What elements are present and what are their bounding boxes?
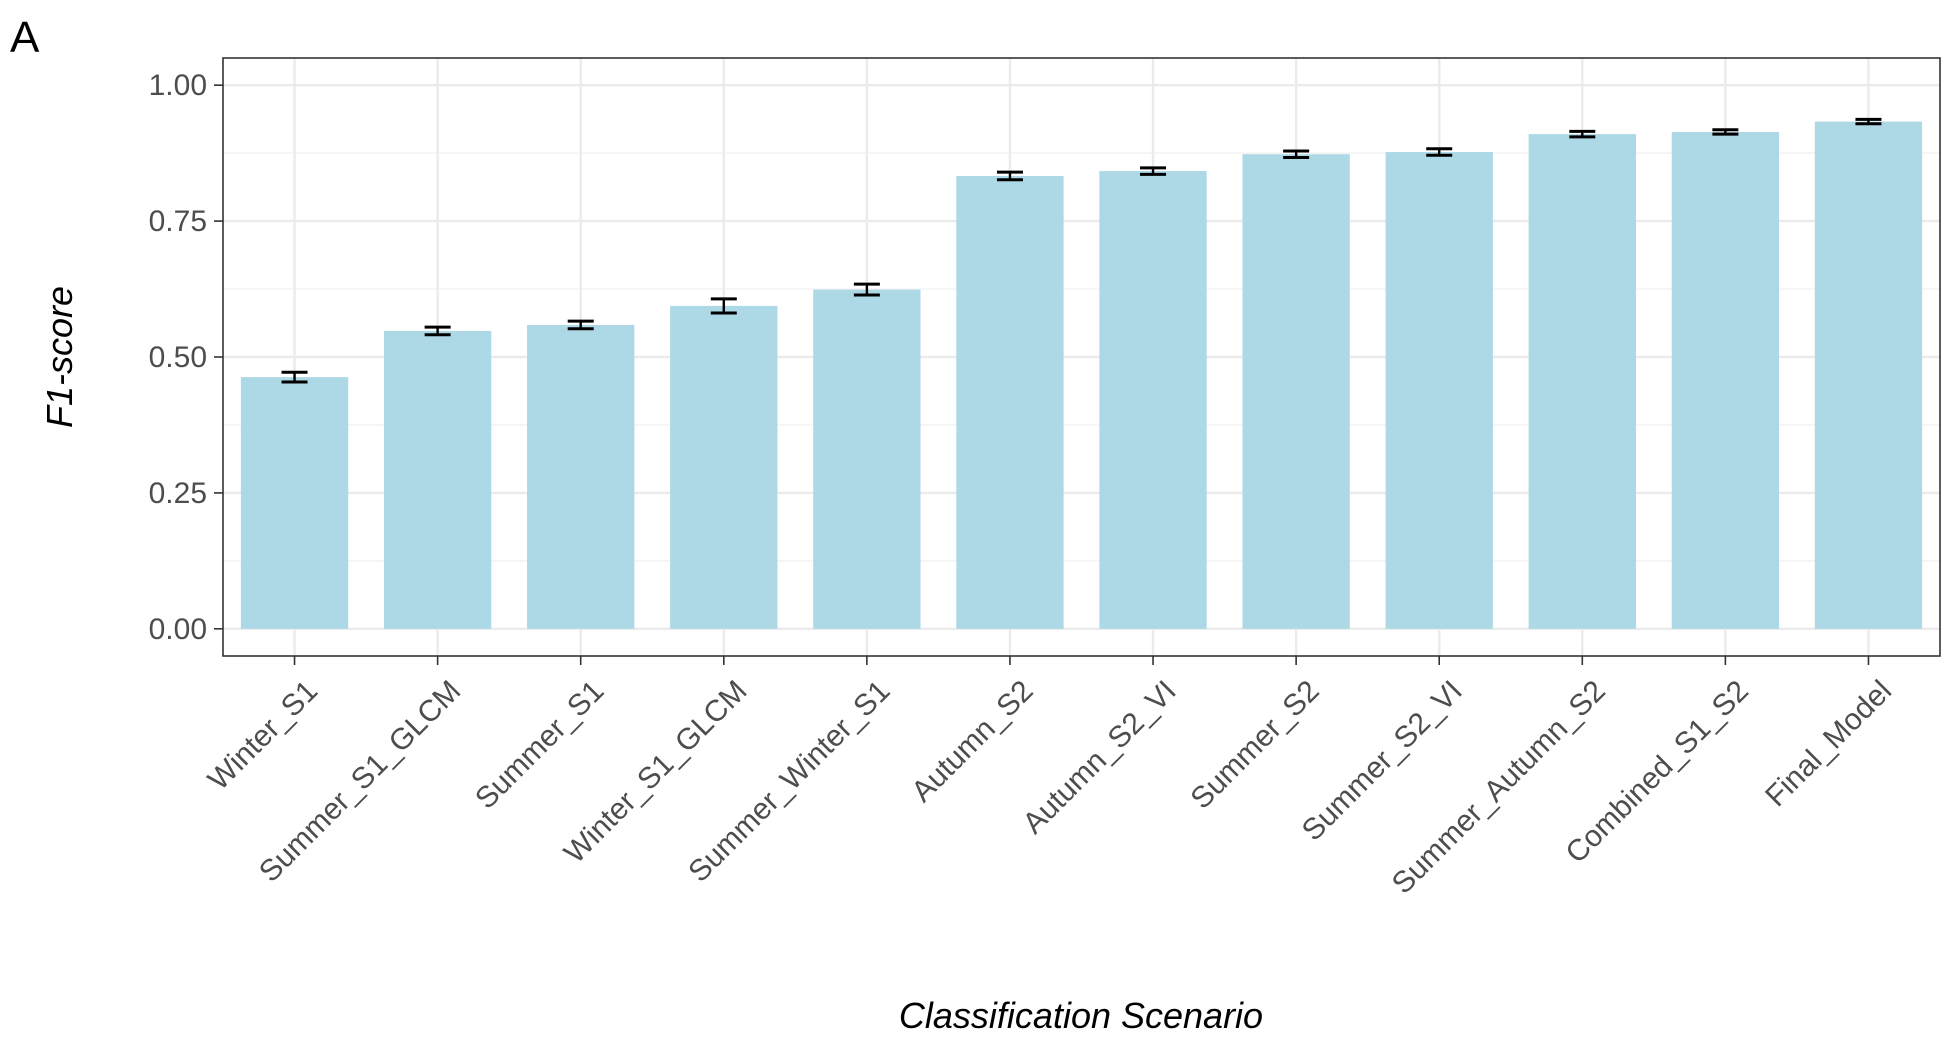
- bar-summer-s1-glcm: [383, 330, 492, 629]
- bars: [240, 121, 1923, 629]
- x-tick-label: Winter_S1: [202, 674, 324, 796]
- bar-autumn-s2: [956, 175, 1064, 629]
- error-bar: [1712, 128, 1739, 136]
- error-bar: [281, 370, 308, 384]
- y-tick-label: 0.00: [149, 613, 207, 646]
- panel-tag: A: [10, 13, 40, 62]
- bar-summer-s2: [1242, 154, 1350, 629]
- x-tick-label: Autumn_S2_VI: [1017, 674, 1183, 840]
- error-bar: [1283, 149, 1310, 159]
- x-tick-label: Summer_S2: [1185, 674, 1326, 815]
- y-tick-label: 0.75: [149, 205, 207, 238]
- error-bar: [567, 319, 594, 331]
- bar-autumn-s2-vi: [1099, 171, 1207, 629]
- y-tick-label: 1.00: [149, 69, 207, 102]
- error-bars: [281, 117, 1882, 384]
- bar-summer-s1: [527, 324, 635, 629]
- error-bar: [1855, 117, 1882, 126]
- bar-summer-s2-vi: [1385, 152, 1493, 629]
- x-tick-label: Autumn_S2: [905, 674, 1039, 808]
- y-tick-label: 0.25: [149, 477, 207, 510]
- x-tick-label: Final_Model: [1759, 674, 1898, 813]
- error-bar: [424, 325, 451, 337]
- y-axis: 0.00 0.25 0.50 0.75 1.00: [149, 69, 223, 646]
- y-tick-label: 0.50: [149, 341, 207, 374]
- bar-summer-autumn-s2: [1528, 134, 1636, 629]
- bar-final-model: [1814, 121, 1923, 629]
- y-axis-title: F1-score: [39, 286, 80, 428]
- bar-summer-winter-s1: [813, 289, 921, 629]
- x-axis-title: Classification Scenario: [899, 995, 1263, 1036]
- bar-winter-s1-glcm: [670, 305, 778, 629]
- bar-combined-s1-s2: [1671, 131, 1780, 629]
- error-bar: [1426, 147, 1453, 157]
- error-bar: [996, 170, 1023, 182]
- error-bar: [1569, 129, 1596, 139]
- error-bar: [1140, 166, 1167, 176]
- bar-winter-s1: [240, 377, 349, 629]
- error-bar: [710, 297, 737, 315]
- x-tick-label: Summer_S1: [469, 674, 610, 815]
- error-bar: [853, 282, 880, 297]
